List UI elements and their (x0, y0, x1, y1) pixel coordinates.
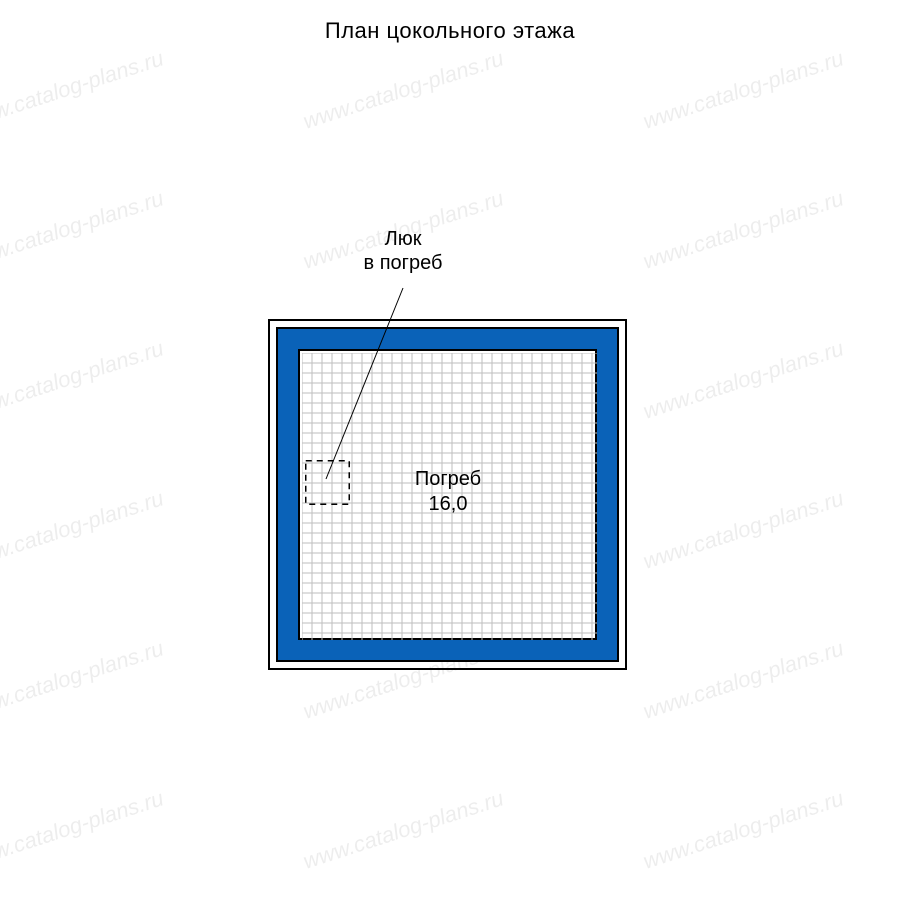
hatch-label-line2: в погреб (364, 252, 443, 274)
room-label: Погреб 16,0 (388, 467, 508, 517)
floorplan-canvas: План цокольного этажа www.catalog-plans.… (0, 0, 900, 900)
room-area: 16,0 (429, 493, 468, 515)
hatch-label-line1: Люк (385, 228, 422, 250)
hatch-callout-label: Люк в погреб (343, 227, 463, 275)
room-name: Погреб (415, 468, 481, 490)
hatch-leader-line (0, 0, 900, 900)
